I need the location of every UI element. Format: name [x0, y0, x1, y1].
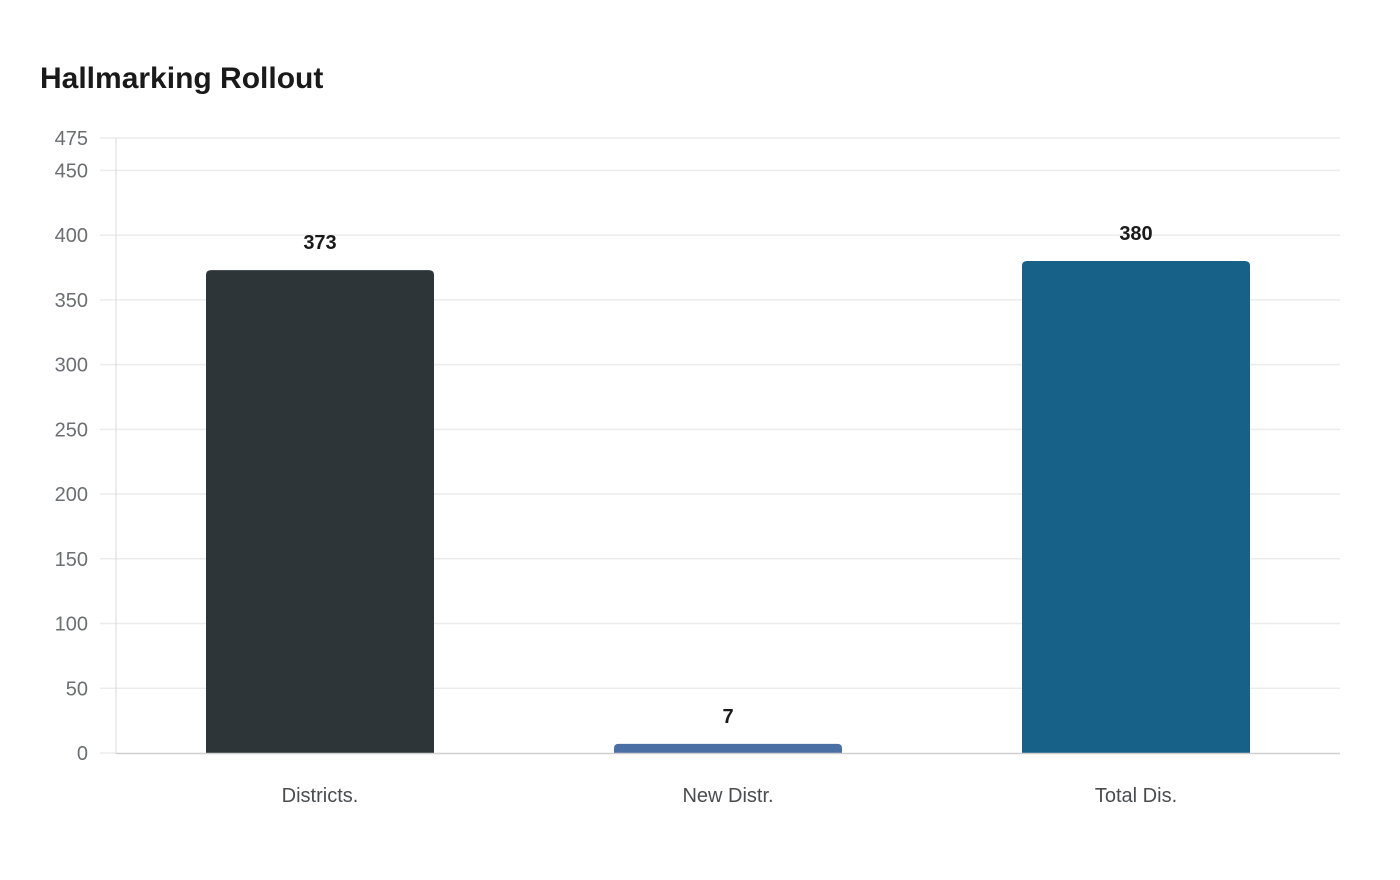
y-tick-label: 50: [66, 678, 88, 700]
bar-value-label: 380: [1119, 223, 1152, 245]
bar[interactable]: [614, 743, 842, 753]
y-tick-label: 300: [55, 355, 88, 377]
bar[interactable]: [206, 270, 434, 753]
x-category-label: Total Dis.: [1095, 785, 1177, 807]
bar-value-label: 7: [722, 706, 733, 728]
bar[interactable]: [1022, 261, 1250, 753]
bars: 373 7 380: [206, 223, 1250, 753]
chart-title: Hallmarking Rollout: [40, 62, 324, 95]
x-axis-labels: Districts. New Distr. Total Dis.: [282, 785, 1177, 807]
x-category-label: New Distr.: [682, 785, 773, 807]
x-category-label: Districts.: [282, 785, 359, 807]
y-tick-label: 150: [55, 549, 88, 571]
y-tick-label: 100: [55, 614, 88, 636]
y-tick-label: 200: [55, 484, 88, 506]
y-tick-label: 250: [55, 419, 88, 441]
y-tick-label: 0: [77, 743, 88, 765]
y-tick-label: 475: [55, 128, 88, 150]
bar-value-label: 373: [303, 232, 336, 254]
y-tick-label: 400: [55, 225, 88, 247]
y-tick-label: 450: [55, 160, 88, 182]
y-tick-label: 350: [55, 290, 88, 312]
y-axis-ticks: 0 50 100 150 200 250 300 350 400 450 475: [55, 128, 88, 765]
